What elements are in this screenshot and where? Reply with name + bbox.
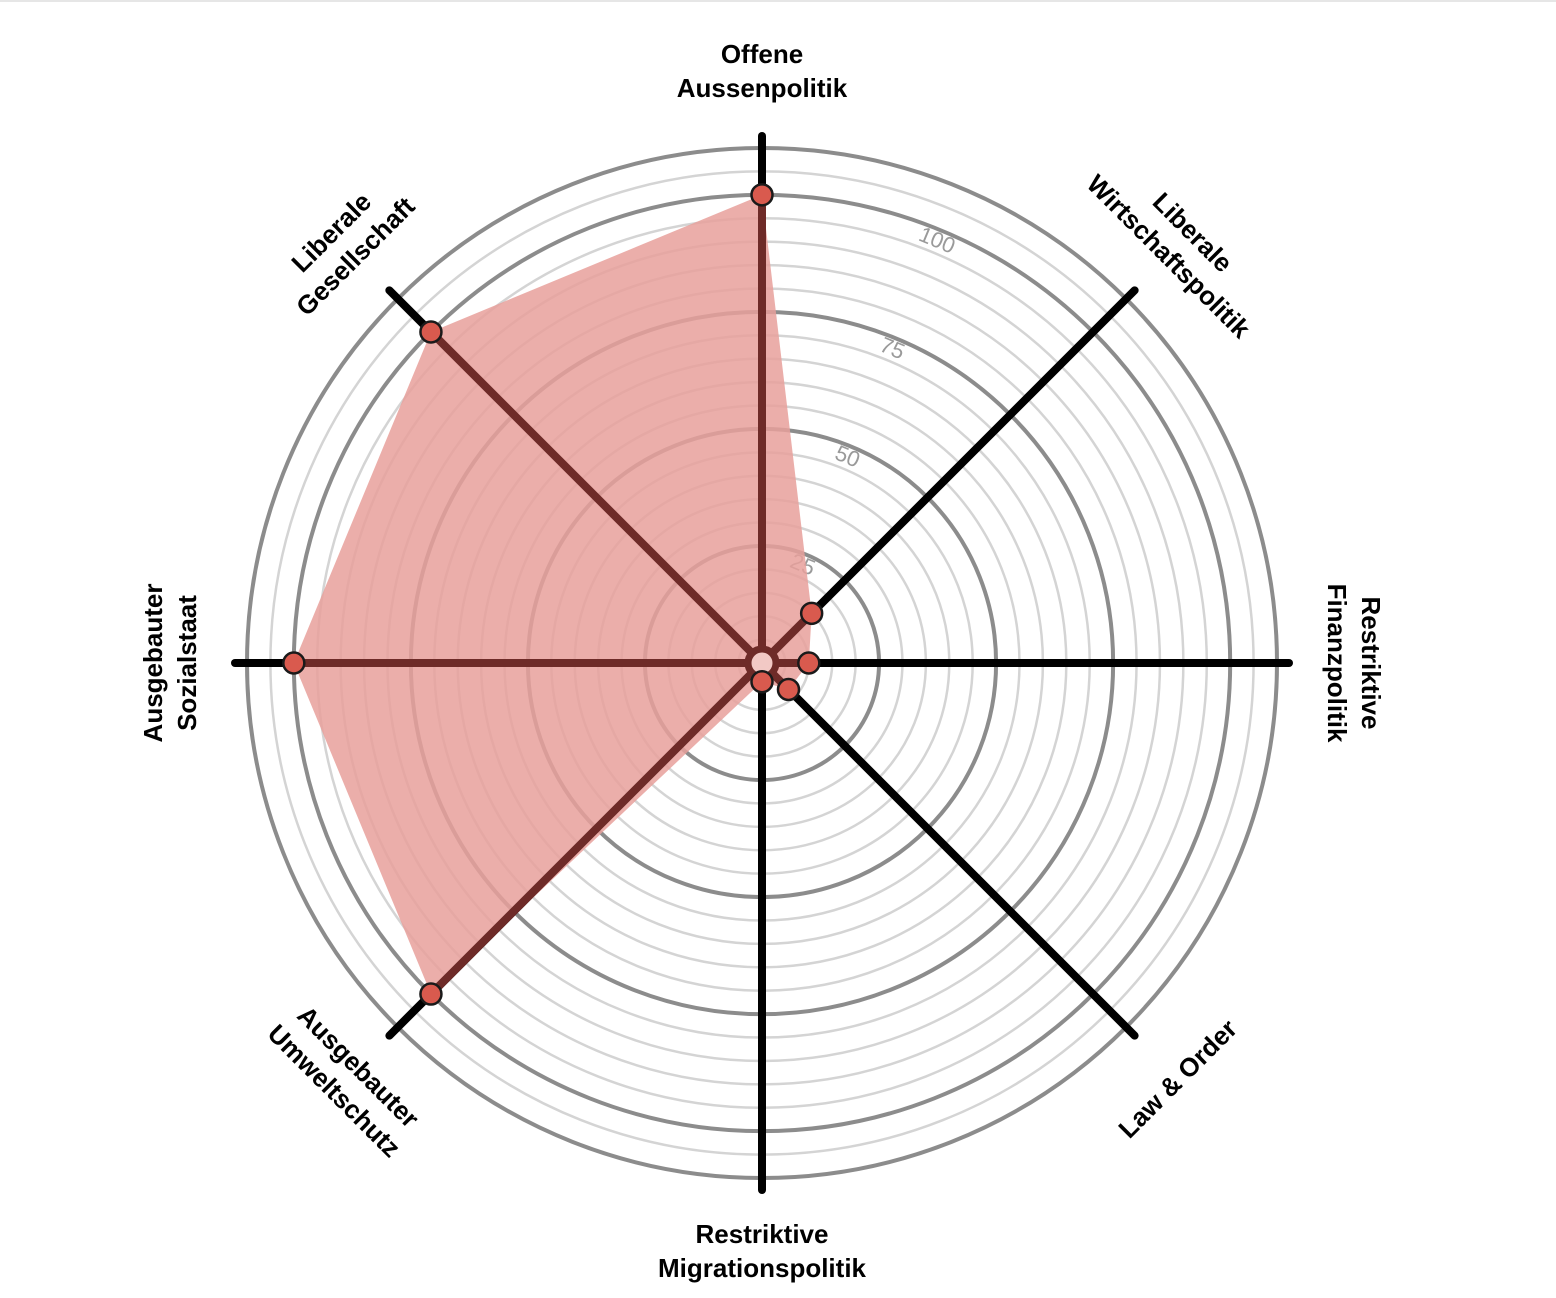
radial-tick-label: 50 bbox=[832, 440, 864, 472]
data-point bbox=[797, 651, 821, 675]
data-point bbox=[750, 669, 774, 694]
axis-label: Restriktive bbox=[1356, 597, 1386, 730]
axis-label: Offene bbox=[721, 39, 803, 69]
axis-label-group: Restriktive Migrationspolitik bbox=[658, 1219, 867, 1283]
radial-tick-label: 75 bbox=[876, 332, 908, 364]
axis-label: Migrationspolitik bbox=[658, 1253, 867, 1283]
axis-spoke bbox=[758, 286, 1139, 667]
data-point bbox=[799, 601, 824, 626]
data-area bbox=[293, 194, 812, 995]
axis-label: Finanzpolitik bbox=[1322, 584, 1352, 743]
axis-label: Sozialstaat bbox=[172, 595, 202, 731]
radial-tick-label: 100 bbox=[915, 221, 958, 258]
data-point bbox=[750, 183, 774, 207]
data-point bbox=[776, 677, 801, 702]
axis-spoke bbox=[758, 659, 1139, 1040]
value-bar bbox=[426, 659, 766, 999]
axis-label: Ausgebauter bbox=[138, 584, 168, 743]
data-point bbox=[419, 982, 443, 1006]
axis-label: Aussenpolitik bbox=[677, 73, 848, 103]
data-point bbox=[282, 651, 306, 675]
axis-label-group: Ausgebauter Sozialstaat bbox=[138, 584, 202, 743]
axis-label-group: Offene Aussenpolitik bbox=[677, 39, 848, 103]
top-border bbox=[0, 0, 1556, 2]
value-bar bbox=[426, 327, 766, 667]
data-point bbox=[419, 320, 443, 344]
axis-label: Restriktive bbox=[696, 1219, 829, 1249]
